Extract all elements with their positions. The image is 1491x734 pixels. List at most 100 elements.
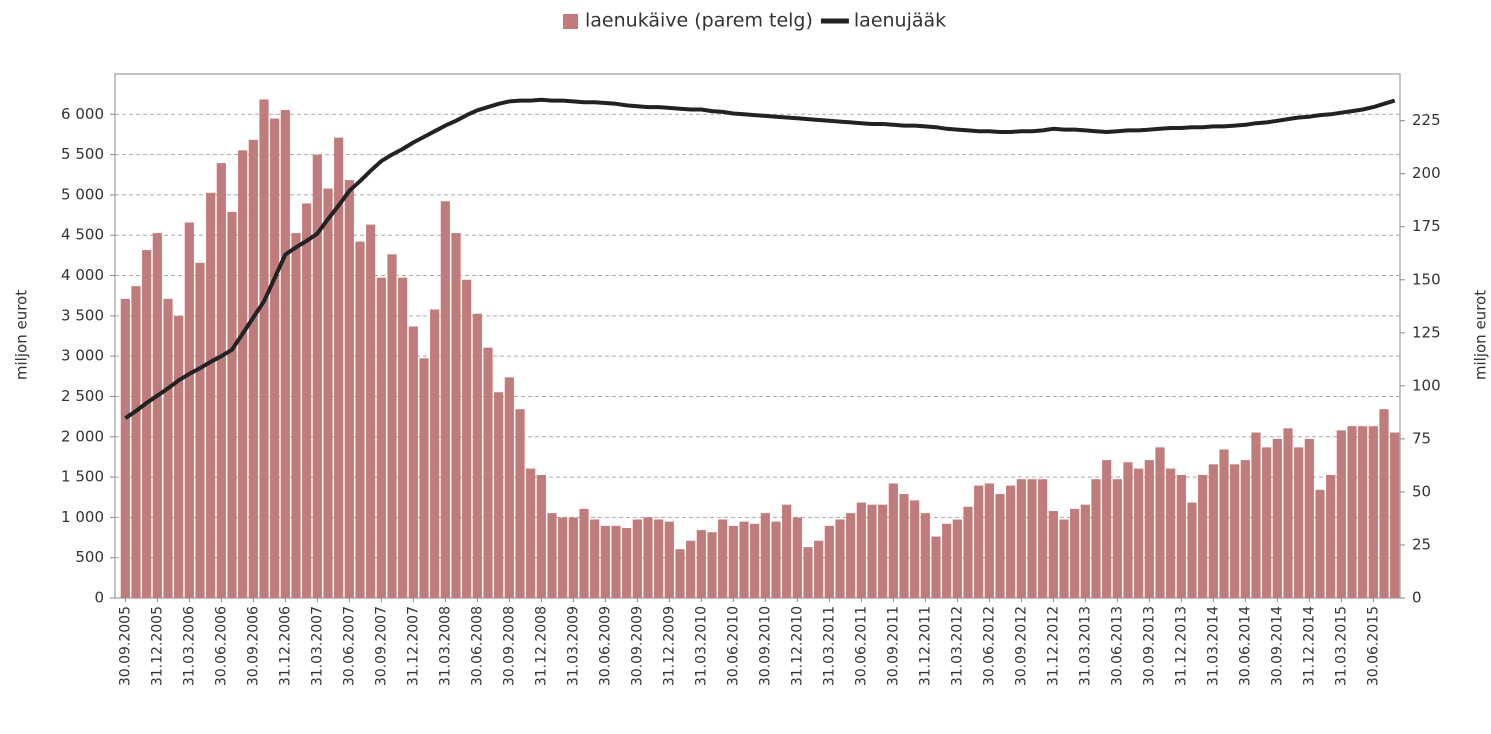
x-tick-label: 30.06.2007 <box>341 606 357 686</box>
bar <box>792 517 802 598</box>
y-tick-label: 4 000 <box>61 266 104 284</box>
bar <box>387 254 397 598</box>
x-tick-label: 30.06.2015 <box>1365 606 1381 686</box>
bar <box>1144 460 1154 598</box>
bar <box>1112 479 1122 598</box>
bar <box>1134 468 1144 598</box>
bar <box>1390 432 1400 598</box>
bar <box>248 139 258 598</box>
bar <box>974 485 984 598</box>
y2-axis-label: miljon eurot <box>1472 290 1490 380</box>
x-tick-label: 31.03.2013 <box>1077 606 1093 686</box>
bar <box>760 513 770 598</box>
bar <box>1304 438 1314 598</box>
bar <box>440 201 450 598</box>
bar <box>963 506 973 598</box>
y-tick-label: 2 000 <box>61 427 104 445</box>
bar <box>1016 479 1026 598</box>
bar <box>654 519 664 598</box>
bar <box>1272 438 1282 598</box>
bar <box>355 241 365 598</box>
bar <box>1123 462 1133 598</box>
bar <box>771 521 781 598</box>
bar <box>462 279 472 598</box>
bar <box>334 137 344 598</box>
y-tick-label: 500 <box>75 548 104 566</box>
bar <box>238 150 248 598</box>
bar <box>984 483 994 598</box>
x-tick-label: 31.12.2005 <box>149 606 165 686</box>
y2-tick-label: 75 <box>1412 429 1431 447</box>
bar <box>120 298 130 598</box>
bar <box>366 224 376 598</box>
x-tick-label: 30.09.2009 <box>629 606 645 686</box>
bar <box>1347 426 1357 598</box>
bar <box>835 519 845 598</box>
bar <box>867 504 877 598</box>
bar <box>1219 449 1229 598</box>
x-tick-label: 30.09.2006 <box>245 606 261 686</box>
bar <box>184 222 194 599</box>
y-axis-label: miljon eurot <box>13 290 31 380</box>
x-tick-label: 31.12.2012 <box>1045 606 1061 686</box>
bar <box>430 309 440 598</box>
bar <box>803 547 813 598</box>
bar <box>1176 474 1186 598</box>
bar <box>398 277 408 598</box>
bar <box>312 154 322 598</box>
x-tick-label: 31.03.2010 <box>693 606 709 686</box>
bar <box>152 233 162 598</box>
y2-tick-label: 50 <box>1412 482 1431 500</box>
bar <box>376 277 386 598</box>
y-tick-label: 3 500 <box>61 306 104 324</box>
bar <box>206 192 216 598</box>
bar <box>1240 460 1250 598</box>
bar <box>824 525 834 598</box>
x-tick-label: 30.09.2013 <box>1141 606 1157 686</box>
bar <box>558 517 568 598</box>
bar <box>270 118 280 599</box>
bar <box>931 536 941 598</box>
legend-label: laenukäive (parem telg) <box>585 10 813 32</box>
x-tick-label: 31.12.2007 <box>405 606 421 686</box>
x-tick-label: 31.03.2006 <box>181 606 197 686</box>
bar <box>664 521 674 598</box>
bar <box>739 521 749 598</box>
bar <box>878 504 888 598</box>
legend-label: laenujääk <box>854 10 946 32</box>
bar <box>536 474 546 598</box>
y-tick-label: 6 000 <box>61 105 104 123</box>
x-tick-label: 30.09.2007 <box>373 606 389 686</box>
bar <box>910 500 920 598</box>
x-tick-label: 31.12.2006 <box>277 606 293 686</box>
bar <box>1315 489 1325 598</box>
bar <box>323 188 333 598</box>
bar <box>728 525 738 598</box>
bar <box>856 502 866 598</box>
bar <box>1091 479 1101 598</box>
x-tick-label: 30.06.2014 <box>1237 606 1253 686</box>
x-tick-label: 30.06.2009 <box>597 606 613 686</box>
bar <box>1006 485 1016 598</box>
bar <box>259 99 269 598</box>
bar <box>408 326 418 598</box>
bar <box>696 530 706 598</box>
bar <box>942 523 952 598</box>
bar <box>920 513 930 598</box>
bar <box>814 540 824 598</box>
bar <box>1262 447 1272 598</box>
x-tick-label: 31.03.2011 <box>821 606 837 686</box>
bar <box>622 527 632 598</box>
bar <box>782 504 792 598</box>
bar <box>1283 428 1293 598</box>
bar <box>195 262 205 598</box>
bar <box>280 110 290 599</box>
bar <box>291 233 301 598</box>
bar <box>1038 479 1048 598</box>
bar <box>216 163 226 599</box>
x-tick-label: 30.09.2014 <box>1269 606 1285 686</box>
bar <box>1070 508 1080 598</box>
x-tick-label: 31.12.2010 <box>789 606 805 686</box>
bar <box>1368 426 1378 598</box>
